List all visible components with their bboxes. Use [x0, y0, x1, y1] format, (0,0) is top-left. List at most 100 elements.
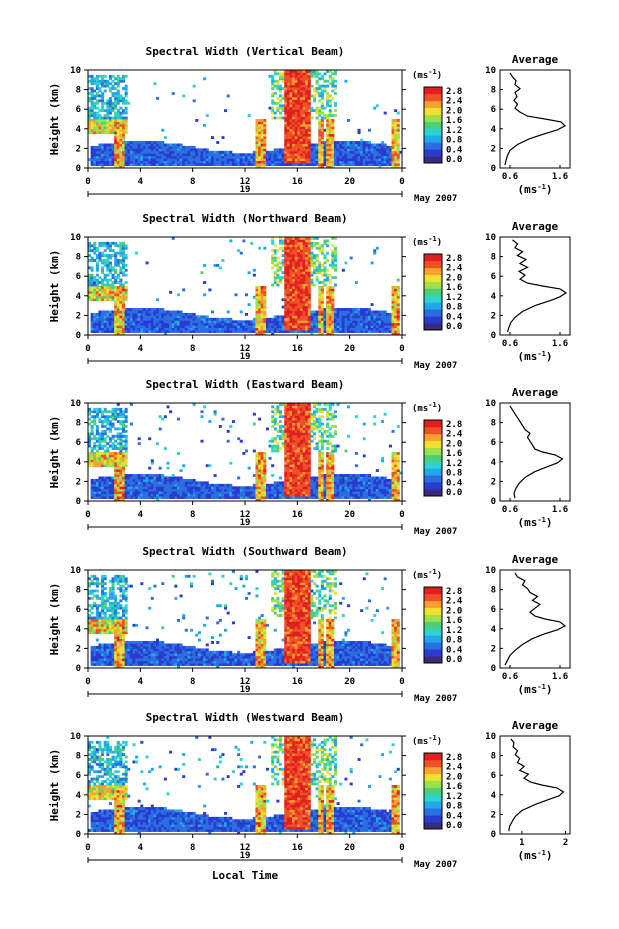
heatmap-cell: [166, 160, 170, 164]
heatmap-cell: [156, 317, 160, 321]
colorbar-tick-label: 0.0: [446, 155, 462, 165]
heatmap-cell: [318, 322, 322, 326]
heatmap-cell: [163, 148, 167, 152]
heatmap-cell: [106, 452, 110, 455]
heatmap-cell: [111, 241, 115, 245]
heatmap-cell: [145, 476, 149, 480]
heatmap-cell: [203, 148, 207, 152]
heatmap-cell: [156, 158, 160, 162]
heatmap-cell: [103, 290, 107, 294]
heatmap-cell: [103, 327, 107, 331]
heatmap-cell: [169, 478, 173, 482]
heatmap-cell: [271, 158, 275, 162]
heatmap-cell: [135, 251, 139, 255]
heatmap-cell: [142, 483, 146, 487]
heatmap-cell: [294, 300, 298, 304]
heatmap-cell: [127, 141, 131, 144]
heatmap-cell: [318, 106, 322, 110]
heatmap-cell: [124, 268, 128, 272]
heatmap-cell: [106, 427, 110, 431]
heatmap-cell: [299, 244, 303, 248]
heatmap-cell: [95, 427, 99, 431]
heatmap-cell: [195, 163, 199, 166]
heatmap-cell: [158, 145, 162, 149]
heatmap-cell: [333, 276, 337, 280]
heatmap-cell: [299, 141, 303, 144]
heatmap-cell: [95, 82, 99, 86]
heatmap-cell: [106, 79, 110, 83]
heatmap-cell: [108, 246, 112, 250]
heatmap-cell: [119, 300, 123, 304]
heatmap-cell: [318, 288, 322, 292]
heatmap-cell: [247, 496, 251, 499]
heatmap-cell: [347, 150, 351, 154]
heatmap-cell: [279, 104, 283, 108]
heatmap-cell: [318, 148, 322, 152]
heatmap-cell: [263, 478, 267, 482]
heatmap-cell: [318, 263, 322, 267]
heatmap-cell: [331, 237, 335, 240]
heatmap-cell: [299, 143, 303, 147]
heatmap-cell: [286, 310, 290, 314]
heatmap-cell: [145, 310, 149, 314]
heatmap-cell: [95, 101, 99, 105]
heatmap-cell: [381, 310, 385, 314]
heatmap-cell: [140, 496, 144, 499]
heatmap-cell: [252, 153, 256, 157]
heatmap-cell: [122, 261, 126, 265]
heatmap-cell: [396, 322, 400, 326]
heatmap-cell: [284, 160, 288, 164]
heatmap-cell: [252, 268, 256, 272]
heatmap-cell: [284, 281, 288, 284]
heatmap-cell: [124, 308, 128, 311]
colorbar-unit-base: (ms: [412, 71, 428, 81]
heatmap-cell: [255, 315, 259, 319]
heatmap-cell: [122, 330, 126, 333]
heatmap-cell: [289, 119, 293, 122]
heatmap-cell: [307, 94, 311, 98]
heatmap-cell: [200, 315, 204, 319]
heatmap-cell: [195, 327, 199, 331]
heatmap-cell: [95, 452, 99, 455]
heatmap-cell: [124, 474, 128, 477]
heatmap-cell: [90, 427, 94, 431]
heatmap-cell: [205, 464, 209, 468]
heatmap-cell: [284, 246, 288, 250]
heatmap-cell: [176, 478, 180, 482]
heatmap-cell: [135, 320, 139, 324]
heatmap-cell: [315, 150, 319, 154]
heatmap-cell: [224, 325, 228, 329]
heatmap-cell: [286, 312, 290, 316]
heatmap-cell: [294, 121, 298, 125]
heatmap-cell: [294, 266, 298, 270]
heatmap-cell: [184, 330, 188, 333]
heatmap-cell: [357, 131, 361, 135]
heatmap-cell: [229, 488, 233, 492]
heatmap-cell: [365, 330, 369, 333]
heatmap-cell: [176, 148, 180, 152]
heatmap-cell: [108, 241, 112, 245]
heatmap-cell: [116, 332, 120, 336]
heatmap-cell: [95, 153, 99, 157]
heatmap-cell: [106, 273, 110, 277]
heatmap-cell: [307, 298, 311, 302]
heatmap-cell: [302, 310, 306, 314]
heatmap-cell: [305, 143, 309, 147]
heatmap-cell: [88, 106, 92, 110]
heatmap-cell: [260, 486, 264, 490]
heatmap-cell: [289, 315, 293, 319]
heatmap-cell: [307, 308, 311, 311]
heatmap-cell: [245, 486, 249, 490]
heatmap-cell: [90, 410, 94, 414]
heatmap-cell: [318, 286, 322, 289]
heatmap-cell: [208, 496, 212, 499]
heatmap-cell: [119, 483, 123, 487]
heatmap-cell: [391, 293, 395, 297]
heatmap-cell: [221, 259, 225, 262]
heatmap-cell: [145, 483, 149, 487]
heatmap-cell: [323, 256, 327, 260]
heatmap-cell: [341, 327, 345, 331]
heatmap-cell: [101, 259, 105, 262]
heatmap-cell: [119, 327, 123, 331]
heatmap-cell: [119, 251, 123, 255]
